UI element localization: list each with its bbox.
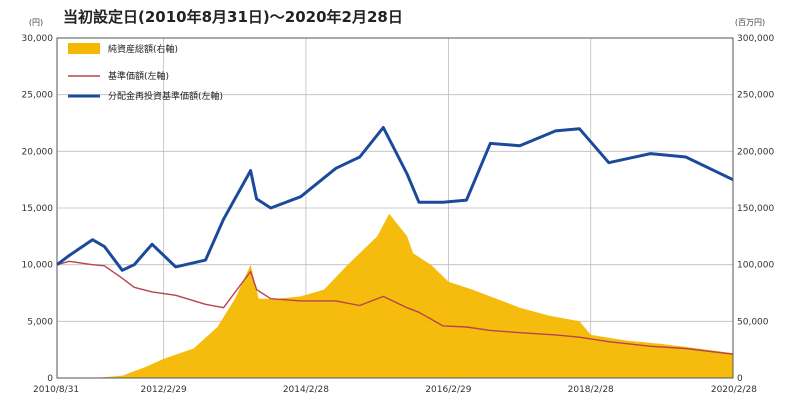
y-left-tick-label: 15,000 [22, 204, 54, 214]
y-right-tick-label: 250,000 [737, 91, 774, 101]
x-tick-label: 2018/2/28 [568, 385, 614, 395]
right-axis-unit: (百万円) [735, 18, 765, 27]
y-left-tick-label: 0 [47, 374, 53, 384]
y-right-tick-label: 200,000 [737, 147, 774, 157]
y-right-tick-label: 150,000 [737, 204, 774, 214]
gridlines [57, 38, 733, 378]
y-left-tick-label: 5,000 [27, 317, 53, 327]
y-right-tick-label: 100,000 [737, 261, 774, 271]
y-left-tick-label: 25,000 [22, 91, 54, 101]
series-area-net-assets [57, 213, 733, 378]
y-left-tick-label: 20,000 [22, 147, 54, 157]
x-tick-label: 2020/2/28 [711, 385, 757, 395]
series-line-nav [56, 260, 734, 355]
chart-title: 当初設定日(2010年8月31日)～2020年2月28日 [63, 8, 403, 26]
y-right-tick-label: 0 [737, 374, 743, 384]
y-right-tick-label: 50,000 [737, 317, 769, 327]
legend: 純資産総額(右軸) 基準価額(左軸) 分配金再投資基準価額(左軸) [68, 43, 223, 102]
area-series-layer [57, 213, 733, 378]
x-tick-label: 2010/8/31 [33, 385, 79, 395]
legend-label-reinvested-nav: 分配金再投資基準価額(左軸) [108, 90, 223, 102]
x-tick-label: 2012/2/29 [141, 385, 187, 395]
series-line-reinvested-nav [56, 126, 734, 272]
legend-swatch-net-assets [68, 43, 100, 54]
y-right-tick-label: 300,000 [737, 34, 774, 44]
x-tick-label: 2016/2/29 [425, 385, 471, 395]
legend-label-nav: 基準価額(左軸) [108, 70, 169, 82]
axis-ticks: 0 0 5,000 50,000 10,000 100,000 15,000 150,000 2… [22, 34, 775, 395]
line-series-layer [56, 126, 734, 355]
legend-label-net-assets: 純資産総額(右軸) [108, 43, 178, 55]
y-left-tick-label: 30,000 [22, 34, 54, 44]
plot-frame [56, 37, 734, 379]
left-axis-unit: (円) [29, 18, 43, 27]
x-tick-label: 2014/2/28 [283, 385, 329, 395]
y-left-tick-label: 10,000 [22, 261, 54, 271]
